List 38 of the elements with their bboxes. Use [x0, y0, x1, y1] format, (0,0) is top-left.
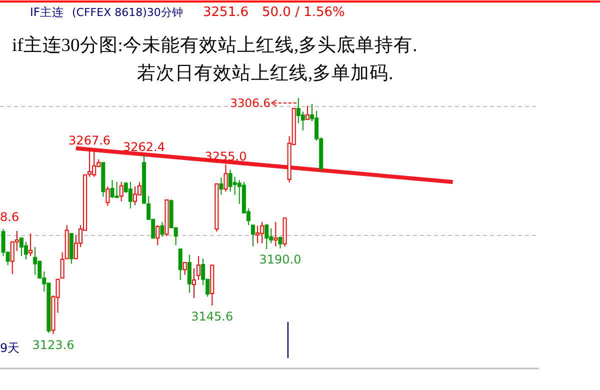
candlestick	[182, 262, 187, 276]
candlestick	[60, 252, 64, 279]
candlestick	[160, 221, 164, 238]
candlestick	[178, 248, 182, 280]
annotation: 3145.6	[191, 310, 234, 324]
text: 3251.6	[203, 5, 248, 20]
text: 50.0 / 1.56%	[262, 5, 345, 20]
chart-title: if主连30分图:今未能有效站上红线,多头底单持有.	[12, 34, 418, 56]
annotation: 3123.6	[32, 338, 74, 352]
text: IF主连	[30, 5, 64, 19]
candlestick	[224, 164, 228, 192]
text: 9天	[0, 341, 20, 355]
candlestick	[28, 233, 33, 257]
candlestick	[128, 181, 132, 209]
candlestick	[251, 224, 255, 247]
chart-subtitle: 若次日有效站上红线,多单加码.	[137, 63, 394, 84]
annotation: 3190.0	[259, 252, 302, 266]
candlestick	[264, 223, 269, 250]
candlestick	[274, 221, 278, 247]
annotation: 3306.6	[230, 96, 270, 110]
annotation: 3267.6	[68, 133, 111, 148]
candlestick	[88, 148, 92, 178]
annotation: 3262.4	[123, 140, 166, 154]
candlestick	[192, 268, 196, 299]
candlestick	[256, 225, 260, 244]
candlestick	[187, 254, 192, 294]
annotation: 8.6	[0, 210, 20, 224]
candlestick	[196, 256, 201, 280]
candlestick	[219, 176, 224, 196]
candlestick	[119, 181, 124, 202]
candlestick	[156, 224, 160, 246]
candlestick	[106, 186, 110, 206]
candlestick	[300, 111, 305, 131]
candlestick	[33, 246, 38, 276]
candlestick	[114, 181, 119, 199]
text: (CFFEX 8618)30分钟	[72, 6, 183, 19]
annotation: 3255.0	[204, 150, 247, 164]
candlestick	[305, 105, 310, 120]
